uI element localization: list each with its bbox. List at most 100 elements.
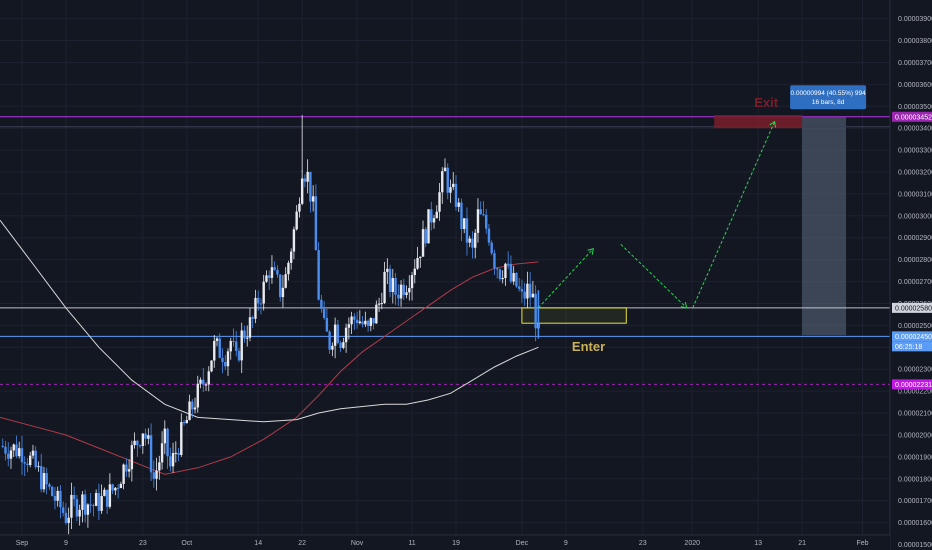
candle-body [388,268,392,292]
candle [399,280,403,307]
candle-body [394,278,397,295]
candle-body [303,178,307,182]
candle-body [265,275,268,282]
candle [336,319,340,344]
candle-body [56,490,59,501]
candle-body [229,340,232,352]
time-tick-label: Nov [351,540,364,547]
candle [34,446,37,470]
candle [498,268,502,282]
candle [482,201,485,217]
candle-body [512,272,515,282]
candle [83,489,87,523]
price-tick-label: 0.00002800 [898,257,932,264]
candle-body [246,337,249,339]
candle-body [320,299,323,309]
candle-body [127,469,131,472]
candle [366,319,370,332]
candle-body [309,171,312,202]
candle [196,375,199,413]
candle [292,226,296,260]
candle [311,185,315,212]
candle [298,197,301,218]
candle-body [144,433,147,439]
candle-body [125,464,128,472]
candle-body [331,345,334,350]
candle-body [350,316,353,325]
candle-body [515,272,518,287]
time-tick-label: 2020 [684,540,700,547]
candle [70,482,73,530]
measure-range-box [802,117,847,336]
candle [479,201,482,215]
candle [446,163,449,200]
candle-body [64,512,68,523]
candle-body [342,342,345,348]
candle [210,360,213,373]
candle [273,261,276,271]
candle [9,446,13,469]
measure-tooltip-line1: 0.00000994 (40.55%) 994 [791,90,867,97]
candle-body [421,229,425,257]
candle-body [328,331,331,350]
candle-body [347,324,351,328]
candle [347,317,351,340]
candle [287,260,290,281]
candle-body [262,281,265,304]
candle-body [504,263,507,278]
exit-zone-box [714,115,803,129]
candle-body [7,453,10,459]
candle [89,492,92,513]
candle-body [138,445,142,447]
candle-body [122,464,125,484]
candle [309,171,312,213]
candle [270,255,274,284]
candle-body [108,484,112,507]
candle-body [311,196,315,202]
candle [342,337,345,350]
candle-body [432,218,436,223]
candle-body [531,293,535,298]
candle [163,420,167,455]
candle-body [42,473,46,490]
candle [531,280,535,298]
candle [48,482,51,490]
candle [509,255,513,284]
candle [495,267,499,279]
candle-body [298,203,301,212]
projection-arrowhead-3 [769,120,777,128]
candle [158,455,161,480]
candle-body [53,495,57,501]
candle-body [1,445,4,447]
candle-body [344,327,348,343]
candle-body [463,218,466,229]
candle-body [534,293,537,329]
candle [281,274,285,308]
candle [333,317,337,359]
candle-body [254,297,257,319]
candle-body [526,283,529,299]
candle [218,333,221,359]
candle-body [114,487,117,491]
candle-body [380,303,384,305]
candle [15,435,18,459]
time-tick-label: Sep [16,540,29,547]
candle-body [377,303,381,305]
candle-body [171,453,175,467]
candle [166,427,169,470]
candle-body [182,422,186,424]
countdown-label: 06:25:18 [895,344,922,351]
candle-body [202,379,205,385]
candle-body [317,250,320,300]
candle [61,501,65,517]
candle-body [270,267,274,278]
candle-body [224,362,227,367]
candle [78,504,81,526]
candle [243,325,246,343]
price-tick-label: 0.00003000 [898,213,932,220]
candle-body [48,484,51,487]
exit-label: Exit [754,95,779,110]
candle-body [72,494,76,500]
